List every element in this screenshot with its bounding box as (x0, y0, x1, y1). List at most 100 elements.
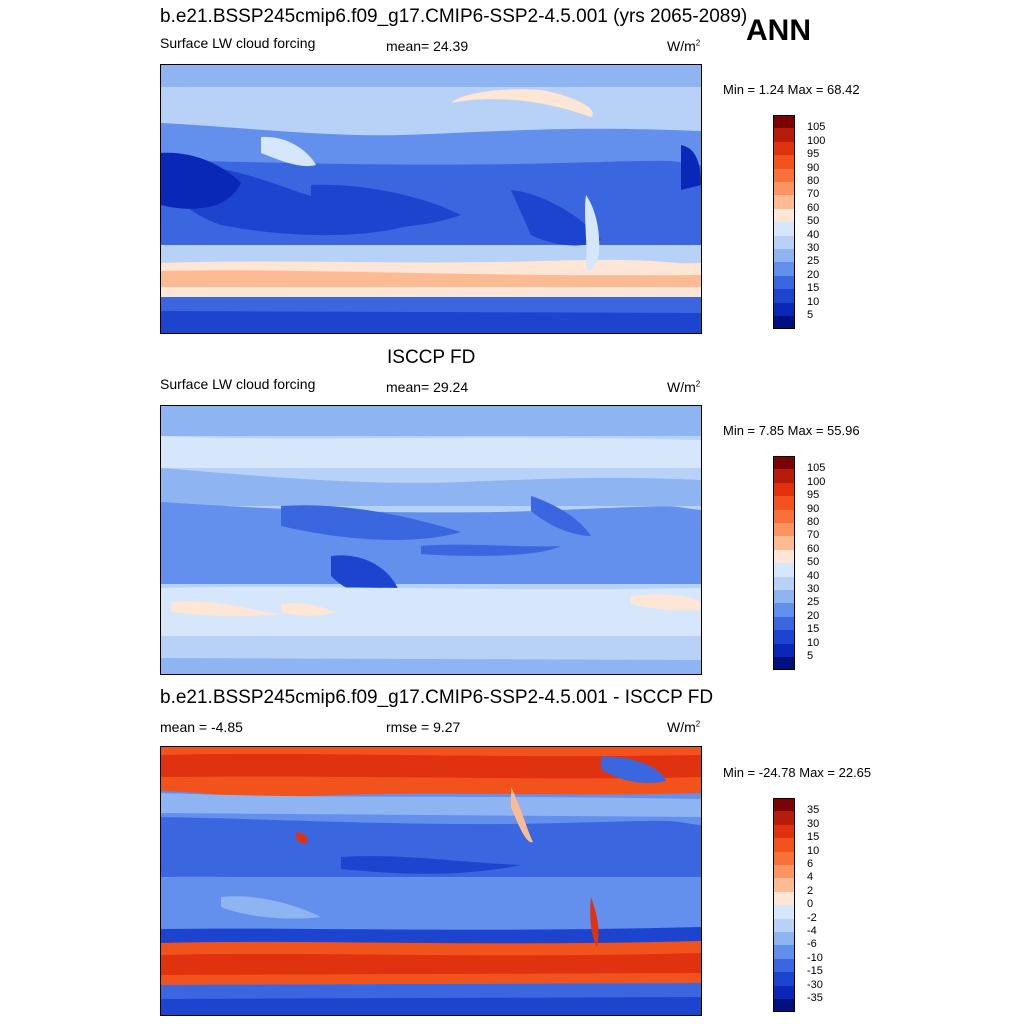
colorbar-swatch (773, 945, 795, 959)
colorbar-swatch (773, 985, 795, 999)
colorbar-swatch (773, 932, 795, 946)
map-model (160, 64, 702, 334)
variable-label: Surface LW cloud forcing (160, 376, 316, 392)
colorbar-swatch (773, 141, 795, 156)
colorbar-swatch (773, 482, 795, 497)
colorbar-tick-label: 0 (807, 898, 814, 911)
colorbar-tick-label: -35 (807, 992, 823, 1004)
colorbar-swatch (773, 878, 795, 892)
colorbar-tick-label: 30 (807, 817, 820, 830)
colorbar-tick-label: 95 (807, 489, 820, 502)
colorbar-frame (773, 456, 795, 671)
units-label: W/m2 (667, 38, 701, 54)
colorbar-tick-label: 30 (807, 583, 820, 595)
colorbar-tick-label: 15 (807, 623, 820, 636)
min-max-label: Min = -24.78 Max = 22.65 (723, 765, 872, 780)
colorbar-tick-label: 25 (807, 255, 820, 268)
variable-label: Surface LW cloud forcing (160, 35, 316, 51)
colorbar-tick-label: 20 (807, 609, 820, 622)
colorbar-tick-label: 95 (807, 148, 820, 161)
colorbar-swatch (773, 824, 795, 839)
colorbar-swatch (773, 958, 795, 973)
units-label: W/m2 (667, 379, 701, 395)
colorbar-swatch (773, 262, 795, 276)
colorbar-tick-label: 70 (807, 529, 820, 542)
colorbar-swatch (773, 838, 795, 852)
colorbar-tick-label: 2 (807, 884, 814, 897)
colorbar-tick-label: 6 (807, 858, 814, 870)
colorbar-tick-label: 35 (807, 804, 820, 817)
colorbar-swatch (773, 316, 795, 330)
mean-label: mean= 24.39 (386, 38, 469, 54)
colorbar-tick-label: -4 (807, 925, 817, 937)
min-max-label: Min = 1.24 Max = 68.42 (723, 82, 860, 97)
colorbar-tick-label: 80 (807, 175, 820, 187)
colorbar-swatch (773, 616, 795, 631)
colorbar-tick-label: 50 (807, 556, 820, 569)
colorbar-swatch (773, 235, 795, 249)
colorbar-tick-label: 70 (807, 188, 820, 201)
colorbar-tick-label: 100 (807, 134, 826, 147)
colorbar-swatch (773, 523, 795, 537)
colorbar-swatch (773, 643, 795, 657)
colorbar-tick-label: 15 (807, 282, 820, 295)
colorbar-swatch (773, 128, 795, 142)
colorbar-tick-label: 40 (807, 228, 820, 241)
mean-label: mean = -4.85 (160, 719, 243, 735)
colorbar-swatch (773, 182, 795, 196)
colorbar-swatch (773, 798, 795, 812)
colorbar-tick-label: 4 (807, 871, 814, 884)
colorbar-swatch (773, 168, 795, 182)
colorbar-swatch (773, 456, 795, 470)
colorbar-tick-label: 10 (807, 844, 820, 857)
colorbar-swatch (773, 275, 795, 290)
colorbar-tick-label: 100 (807, 475, 826, 488)
mean-label: mean= 29.24 (386, 379, 469, 395)
colorbar-swatch (773, 563, 795, 577)
colorbar-tick-label: 40 (807, 569, 820, 582)
colorbar-frame (773, 798, 795, 1013)
panel-title: b.e21.BSSP245cmip6.f09_g17.CMIP6-SSP2-4.… (160, 687, 714, 708)
colorbar-tick-label: -6 (807, 938, 817, 951)
panel-title: b.e21.BSSP245cmip6.f09_g17.CMIP6-SSP2-4.… (160, 6, 748, 27)
colorbar-swatch (773, 509, 795, 523)
colorbar-swatch (773, 999, 795, 1013)
colorbar-tick-label: 90 (807, 161, 820, 174)
colorbar-swatch (773, 155, 795, 169)
colorbar-tick-label: 50 (807, 215, 820, 228)
colorbar-swatch (773, 576, 795, 590)
colorbar-tick-label: 105 (807, 121, 826, 134)
colorbar-swatch (773, 289, 795, 303)
colorbar-tick-label: -10 (807, 951, 823, 964)
colorbar-swatch (773, 851, 795, 865)
colorbar-tick-label: 15 (807, 831, 820, 844)
colorbar-tick-label: 5 (807, 650, 814, 662)
colorbar-swatch (773, 918, 795, 932)
colorbar-swatch (773, 222, 795, 236)
colorbar-swatch (773, 657, 795, 671)
colorbar-tick-label: 25 (807, 596, 820, 609)
colorbar-swatch (773, 195, 795, 209)
colorbar-swatch (773, 536, 795, 550)
panel-title: ISCCP FD (387, 347, 476, 368)
colorbar-tick-label: 20 (807, 268, 820, 281)
rmse-label: rmse = 9.27 (386, 719, 461, 735)
season-label: ANN (746, 14, 811, 47)
colorbar-swatch (773, 905, 795, 919)
colorbar-tick-label: 105 (807, 462, 826, 475)
map-obs (160, 405, 702, 675)
colorbar-tick-label: -30 (807, 978, 823, 991)
colorbar-swatch (773, 811, 795, 825)
colorbar-frame (773, 115, 795, 330)
colorbar-swatch (773, 549, 795, 564)
colorbar-swatch (773, 891, 795, 906)
min-max-label: Min = 7.85 Max = 55.96 (723, 423, 860, 438)
colorbar-swatch (773, 972, 795, 986)
units-label: W/m2 (667, 719, 701, 735)
map-diff (160, 746, 702, 1016)
colorbar-tick-label: -15 (807, 965, 823, 978)
colorbar-tick-label: 90 (807, 502, 820, 515)
colorbar-swatch (773, 302, 795, 316)
colorbar-swatch (773, 115, 795, 129)
colorbar-swatch (773, 865, 795, 879)
